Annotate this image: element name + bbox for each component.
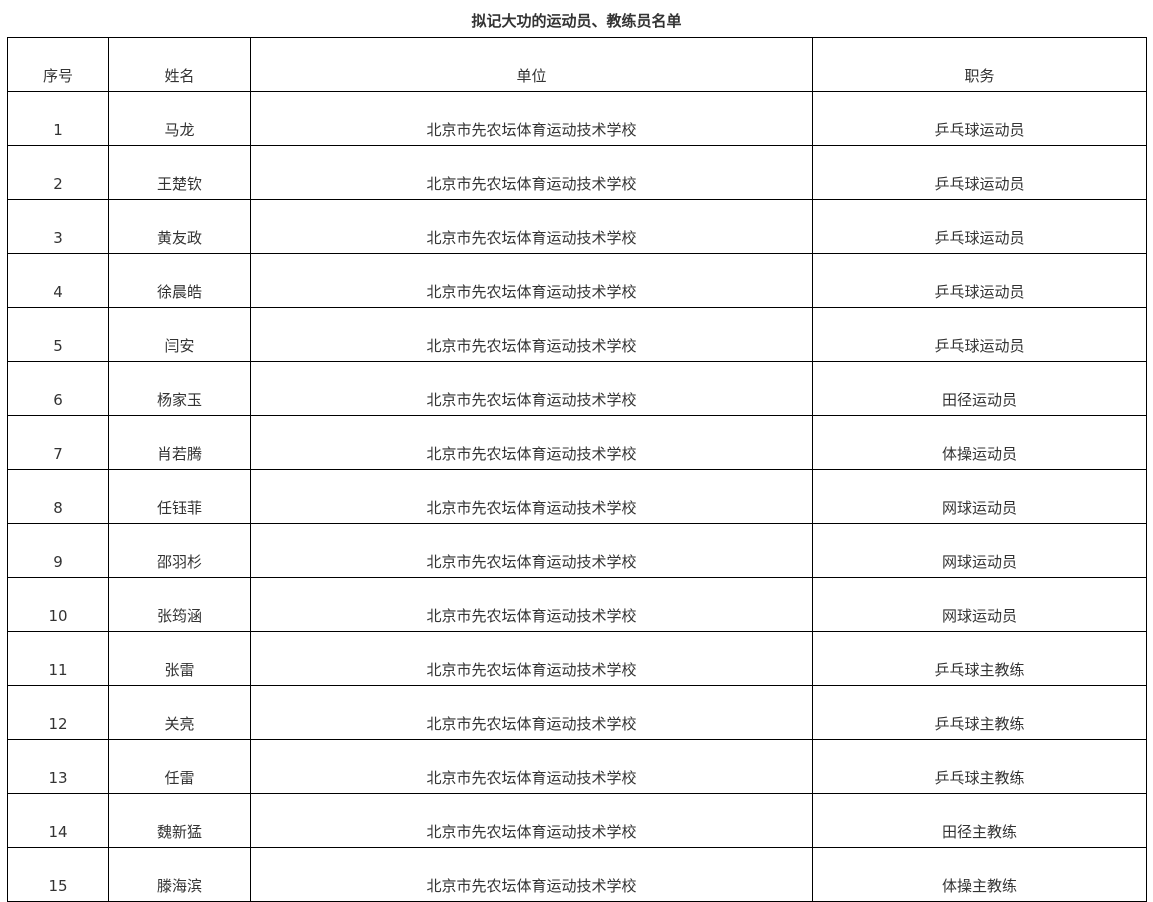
cell-role: 乒乓球运动员 (812, 199, 1147, 254)
cell-name: 王楚钦 (108, 145, 251, 200)
cell-role: 乒乓球主教练 (812, 685, 1147, 740)
cell-number: 15 (7, 847, 109, 902)
cell-name: 徐晨皓 (108, 253, 251, 308)
cell-unit: 北京市先农坛体育运动技术学校 (250, 793, 813, 848)
document-title: 拟记大功的运动员、教练员名单 (471, 12, 682, 30)
cell-unit: 北京市先农坛体育运动技术学校 (250, 361, 813, 416)
cell-name: 肖若腾 (108, 415, 251, 470)
cell-name: 黄友政 (108, 199, 251, 254)
table-row: 8 任钰菲 北京市先农坛体育运动技术学校 网球运动员 (7, 469, 1147, 524)
cell-name: 邵羽杉 (108, 523, 251, 578)
table-row: 5 闫安 北京市先农坛体育运动技术学校 乒乓球运动员 (7, 307, 1147, 362)
cell-unit: 北京市先农坛体育运动技术学校 (250, 307, 813, 362)
cell-unit: 北京市先农坛体育运动技术学校 (250, 145, 813, 200)
cell-unit: 北京市先农坛体育运动技术学校 (250, 685, 813, 740)
cell-unit: 北京市先农坛体育运动技术学校 (250, 523, 813, 578)
cell-unit: 北京市先农坛体育运动技术学校 (250, 199, 813, 254)
cell-number: 1 (7, 91, 109, 146)
table-row: 1 马龙 北京市先农坛体育运动技术学校 乒乓球运动员 (7, 91, 1147, 146)
cell-number: 4 (7, 253, 109, 308)
header-role: 职务 (812, 37, 1147, 92)
table-header-row: 序号 姓名 单位 职务 (7, 37, 1147, 92)
cell-number: 6 (7, 361, 109, 416)
cell-name: 任雷 (108, 739, 251, 794)
cell-name: 张雷 (108, 631, 251, 686)
cell-number: 12 (7, 685, 109, 740)
table-row: 3 黄友政 北京市先农坛体育运动技术学校 乒乓球运动员 (7, 199, 1147, 254)
cell-name: 杨家玉 (108, 361, 251, 416)
table-row: 11 张雷 北京市先农坛体育运动技术学校 乒乓球主教练 (7, 631, 1147, 686)
cell-unit: 北京市先农坛体育运动技术学校 (250, 631, 813, 686)
cell-role: 乒乓球运动员 (812, 91, 1147, 146)
cell-number: 14 (7, 793, 109, 848)
cell-unit: 北京市先农坛体育运动技术学校 (250, 469, 813, 524)
cell-name: 闫安 (108, 307, 251, 362)
table-row: 2 王楚钦 北京市先农坛体育运动技术学校 乒乓球运动员 (7, 145, 1147, 200)
cell-role: 网球运动员 (812, 469, 1147, 524)
cell-name: 马龙 (108, 91, 251, 146)
table-row: 14 魏新猛 北京市先农坛体育运动技术学校 田径主教练 (7, 793, 1147, 848)
cell-number: 10 (7, 577, 109, 632)
table-row: 4 徐晨皓 北京市先农坛体育运动技术学校 乒乓球运动员 (7, 253, 1147, 308)
cell-number: 3 (7, 199, 109, 254)
cell-name: 任钰菲 (108, 469, 251, 524)
cell-unit: 北京市先农坛体育运动技术学校 (250, 847, 813, 902)
table-row: 12 关亮 北京市先农坛体育运动技术学校 乒乓球主教练 (7, 685, 1147, 740)
cell-role: 乒乓球运动员 (812, 307, 1147, 362)
header-number: 序号 (7, 37, 109, 92)
cell-number: 5 (7, 307, 109, 362)
cell-unit: 北京市先农坛体育运动技术学校 (250, 91, 813, 146)
cell-name: 关亮 (108, 685, 251, 740)
cell-role: 乒乓球主教练 (812, 739, 1147, 794)
cell-unit: 北京市先农坛体育运动技术学校 (250, 415, 813, 470)
header-name: 姓名 (108, 37, 251, 92)
cell-unit: 北京市先农坛体育运动技术学校 (250, 253, 813, 308)
cell-role: 网球运动员 (812, 577, 1147, 632)
table-row: 15 滕海滨 北京市先农坛体育运动技术学校 体操主教练 (7, 847, 1147, 902)
cell-name: 滕海滨 (108, 847, 251, 902)
cell-unit: 北京市先农坛体育运动技术学校 (250, 577, 813, 632)
cell-unit: 北京市先农坛体育运动技术学校 (250, 739, 813, 794)
header-unit: 单位 (250, 37, 813, 92)
table-row: 6 杨家玉 北京市先农坛体育运动技术学校 田径运动员 (7, 361, 1147, 416)
cell-role: 田径运动员 (812, 361, 1147, 416)
cell-role: 乒乓球运动员 (812, 145, 1147, 200)
cell-name: 张筠涵 (108, 577, 251, 632)
cell-number: 7 (7, 415, 109, 470)
cell-number: 13 (7, 739, 109, 794)
award-list-table: 序号 姓名 单位 职务 1 马龙 北京市先农坛体育运动技术学校 乒乓球运动员 2 王楚钦北… (7, 37, 1147, 902)
table-row: 9 邵羽杉 北京市先农坛体育运动技术学校 网球运动员 (7, 523, 1147, 578)
table-row: 7 肖若腾 北京市先农坛体育运动技术学校 体操运动员 (7, 415, 1147, 470)
cell-role: 体操运动员 (812, 415, 1147, 470)
cell-name: 魏新猛 (108, 793, 251, 848)
cell-number: 9 (7, 523, 109, 578)
cell-role: 网球运动员 (812, 523, 1147, 578)
cell-number: 2 (7, 145, 109, 200)
cell-role: 乒乓球主教练 (812, 631, 1147, 686)
cell-role: 体操主教练 (812, 847, 1147, 902)
cell-number: 11 (7, 631, 109, 686)
cell-role: 田径主教练 (812, 793, 1147, 848)
table-row: 10 张筠涵 北京市先农坛体育运动技术学校 网球运动员 (7, 577, 1147, 632)
cell-role: 乒乓球运动员 (812, 253, 1147, 308)
cell-number: 8 (7, 469, 109, 524)
table-row: 13 任雷 北京市先农坛体育运动技术学校 乒乓球主教练 (7, 739, 1147, 794)
